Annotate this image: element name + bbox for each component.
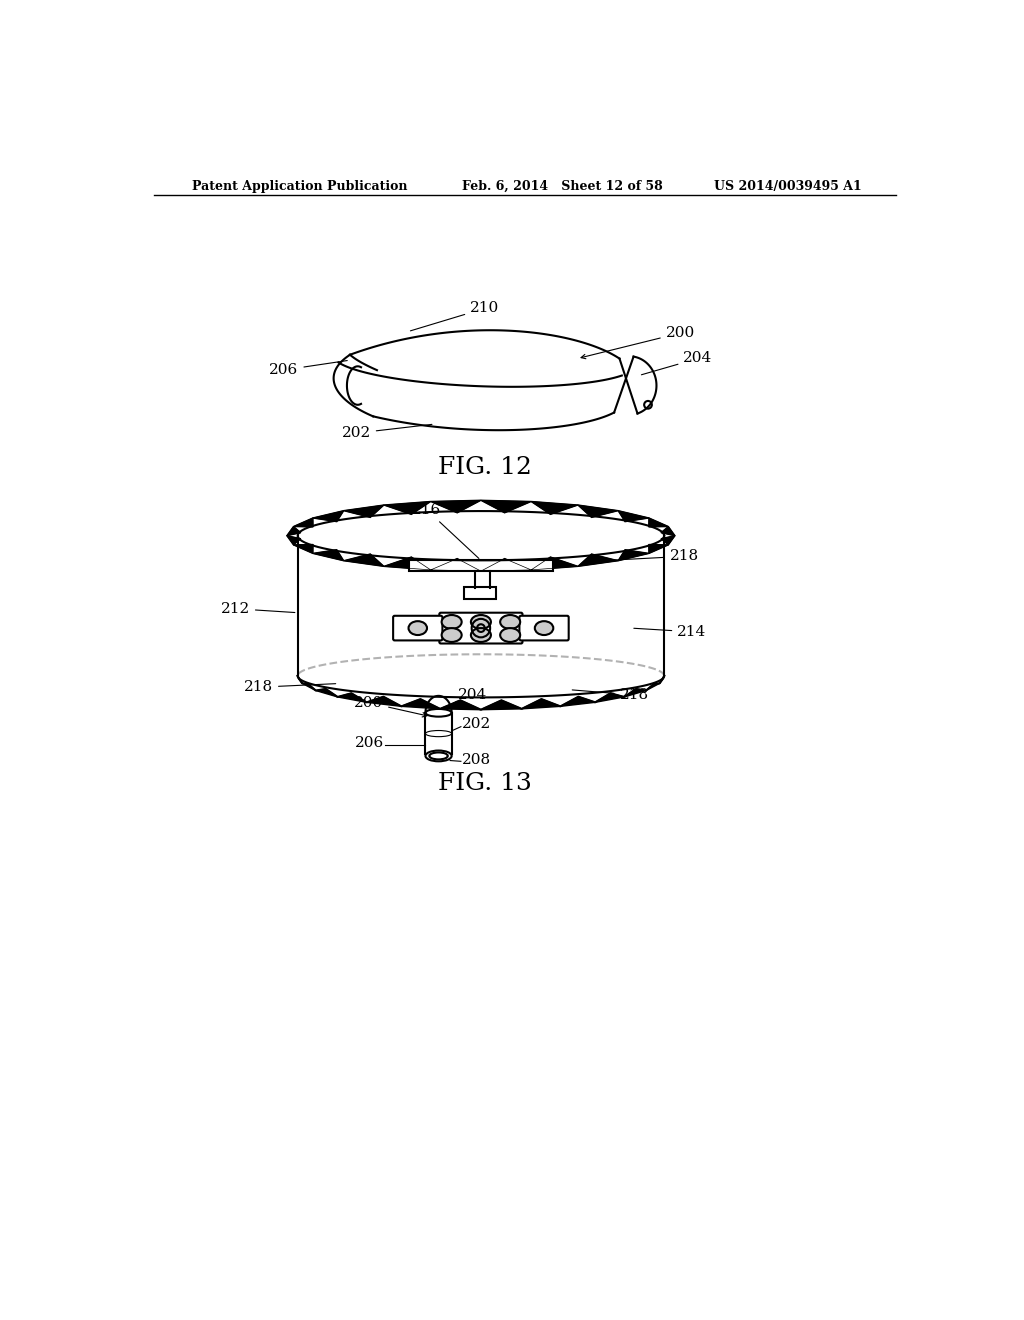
- Polygon shape: [344, 554, 384, 566]
- Text: 218: 218: [610, 549, 698, 564]
- Polygon shape: [646, 684, 659, 690]
- FancyBboxPatch shape: [393, 615, 442, 640]
- Polygon shape: [578, 506, 618, 517]
- Text: 216: 216: [413, 503, 479, 558]
- Ellipse shape: [500, 628, 520, 642]
- Text: 202: 202: [462, 717, 490, 731]
- Polygon shape: [659, 676, 665, 684]
- Polygon shape: [662, 536, 675, 545]
- Polygon shape: [560, 697, 595, 706]
- Polygon shape: [344, 506, 384, 517]
- Text: 206: 206: [269, 360, 347, 378]
- Polygon shape: [662, 527, 675, 536]
- Polygon shape: [401, 700, 440, 709]
- Text: 208: 208: [462, 752, 490, 767]
- Bar: [410, 561, 553, 572]
- Ellipse shape: [471, 628, 490, 642]
- Polygon shape: [298, 676, 302, 684]
- Ellipse shape: [441, 628, 462, 642]
- Polygon shape: [440, 701, 481, 710]
- Text: 212: 212: [220, 602, 295, 615]
- Polygon shape: [313, 511, 344, 521]
- Text: 214: 214: [634, 624, 707, 639]
- Ellipse shape: [441, 615, 462, 628]
- FancyBboxPatch shape: [439, 612, 522, 644]
- Ellipse shape: [425, 709, 452, 717]
- Polygon shape: [384, 557, 431, 570]
- Text: US 2014/0039495 A1: US 2014/0039495 A1: [715, 180, 862, 193]
- Polygon shape: [294, 517, 313, 527]
- Text: 204: 204: [458, 688, 487, 702]
- Polygon shape: [649, 517, 669, 527]
- Polygon shape: [384, 502, 431, 515]
- Polygon shape: [302, 684, 315, 690]
- Polygon shape: [481, 558, 531, 572]
- Ellipse shape: [425, 751, 452, 762]
- Polygon shape: [313, 549, 344, 561]
- Polygon shape: [578, 554, 618, 566]
- Text: 202: 202: [342, 424, 432, 440]
- Text: 204: 204: [641, 351, 713, 375]
- Text: Patent Application Publication: Patent Application Publication: [193, 180, 408, 193]
- Polygon shape: [521, 700, 560, 709]
- Polygon shape: [431, 500, 481, 512]
- Text: 218: 218: [244, 680, 336, 694]
- Text: 210: 210: [411, 301, 500, 331]
- Polygon shape: [649, 545, 669, 553]
- Polygon shape: [481, 500, 531, 512]
- Ellipse shape: [471, 615, 490, 628]
- Polygon shape: [481, 701, 521, 710]
- Polygon shape: [287, 527, 301, 536]
- Polygon shape: [294, 545, 313, 553]
- Polygon shape: [338, 693, 367, 702]
- Polygon shape: [618, 549, 649, 561]
- Bar: [464, 586, 497, 599]
- Polygon shape: [625, 689, 646, 697]
- Polygon shape: [315, 689, 338, 697]
- Polygon shape: [531, 557, 578, 570]
- Ellipse shape: [535, 622, 553, 635]
- Ellipse shape: [429, 752, 447, 759]
- FancyBboxPatch shape: [519, 615, 568, 640]
- Polygon shape: [431, 558, 481, 572]
- Polygon shape: [595, 693, 625, 702]
- Text: FIG. 12: FIG. 12: [438, 457, 531, 479]
- Text: 200: 200: [354, 696, 427, 717]
- Text: FIG. 13: FIG. 13: [438, 772, 531, 795]
- Text: 206: 206: [355, 737, 385, 751]
- Text: 200: 200: [581, 326, 695, 359]
- Polygon shape: [531, 502, 578, 515]
- Polygon shape: [618, 511, 649, 521]
- Text: 218: 218: [572, 688, 648, 702]
- Polygon shape: [367, 697, 401, 706]
- Polygon shape: [287, 536, 301, 545]
- Text: Feb. 6, 2014   Sheet 12 of 58: Feb. 6, 2014 Sheet 12 of 58: [462, 180, 663, 193]
- Ellipse shape: [409, 622, 427, 635]
- Ellipse shape: [500, 615, 520, 628]
